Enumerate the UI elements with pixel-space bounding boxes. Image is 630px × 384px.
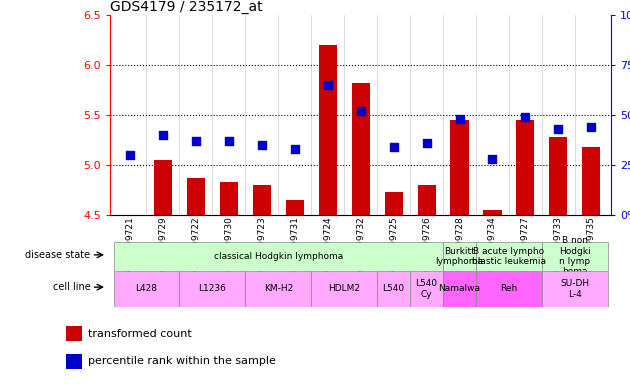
Text: L540
Cy: L540 Cy (416, 279, 438, 299)
Bar (476, 242, 542, 271)
Text: L428: L428 (135, 285, 158, 293)
Bar (443, 271, 476, 307)
Bar (549, 137, 568, 215)
Bar (450, 120, 469, 215)
Text: SU-DH
L-4: SU-DH L-4 (560, 279, 590, 299)
Text: percentile rank within the sample: percentile rank within the sample (88, 356, 276, 366)
Bar (187, 178, 205, 215)
Text: Burkitt
lymphoma: Burkitt lymphoma (435, 247, 484, 266)
Bar (180, 271, 245, 307)
Bar (542, 242, 608, 271)
Bar (377, 271, 410, 307)
Text: transformed count: transformed count (88, 329, 192, 339)
Bar (66, 354, 82, 369)
Text: GDS4179 / 235172_at: GDS4179 / 235172_at (110, 0, 263, 14)
Point (224, 138, 234, 144)
Text: L1236: L1236 (198, 285, 226, 293)
Bar (113, 271, 180, 307)
Bar (66, 326, 82, 341)
Point (389, 144, 399, 150)
Text: Namalwa: Namalwa (438, 285, 481, 293)
Bar (483, 210, 501, 215)
Point (158, 132, 168, 138)
Text: B acute lympho
blastic leukemia: B acute lympho blastic leukemia (472, 247, 546, 266)
Bar (311, 271, 377, 307)
Bar (542, 271, 608, 307)
Point (421, 140, 432, 146)
Point (553, 126, 563, 132)
Bar (245, 271, 311, 307)
Bar (410, 271, 443, 307)
Bar (443, 242, 476, 271)
Point (520, 114, 530, 120)
Text: classical Hodgkin lymphoma: classical Hodgkin lymphoma (214, 252, 343, 261)
Text: KM-H2: KM-H2 (264, 285, 293, 293)
Bar (517, 120, 534, 215)
Point (488, 156, 498, 162)
Bar (582, 147, 600, 215)
Text: disease state: disease state (25, 250, 91, 260)
Bar (113, 242, 443, 271)
Text: B non
Hodgki
n lymp
homa: B non Hodgki n lymp homa (559, 236, 591, 276)
Bar (253, 185, 271, 215)
Text: HDLM2: HDLM2 (328, 285, 360, 293)
Point (290, 146, 300, 152)
Text: Reh: Reh (500, 285, 518, 293)
Point (191, 138, 201, 144)
Point (454, 116, 464, 122)
Point (323, 82, 333, 88)
Point (125, 152, 135, 158)
Bar (352, 83, 370, 215)
Bar (319, 45, 337, 215)
Bar (286, 200, 304, 215)
Text: cell line: cell line (53, 282, 91, 292)
Bar (384, 192, 403, 215)
Bar (418, 185, 435, 215)
Bar (154, 160, 172, 215)
Point (355, 108, 365, 114)
Point (257, 142, 267, 148)
Text: L540: L540 (382, 285, 404, 293)
Bar (476, 271, 542, 307)
Bar (220, 182, 238, 215)
Point (587, 124, 597, 130)
